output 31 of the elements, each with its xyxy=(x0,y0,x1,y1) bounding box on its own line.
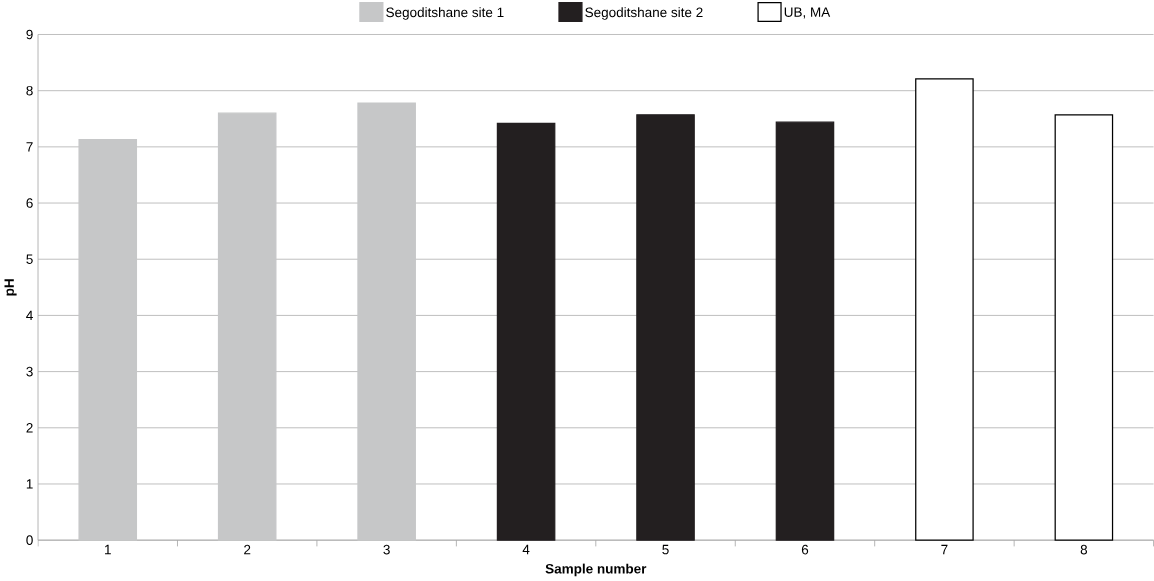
y-tick-label: 1 xyxy=(26,479,33,489)
y-tick-label: 3 xyxy=(26,366,33,377)
y-tick-label: 2 xyxy=(26,423,33,433)
bar xyxy=(636,114,695,541)
x-tick-label: 2 xyxy=(244,545,251,555)
bar xyxy=(775,121,835,541)
y-tick-label: 4 xyxy=(26,310,33,321)
bar xyxy=(1054,114,1114,541)
x-tick-label: 3 xyxy=(383,545,390,555)
y-tick-label: 0 xyxy=(26,535,33,546)
bar xyxy=(357,102,416,541)
legend-label: Segoditshane site 2 xyxy=(585,7,703,20)
bar xyxy=(78,139,138,541)
bar xyxy=(915,78,974,541)
legend-label: Segoditshane site 1 xyxy=(386,7,504,20)
x-tick-label: 5 xyxy=(662,545,669,555)
x-tick-label: 1 xyxy=(105,545,111,555)
x-tick-label: 8 xyxy=(1080,545,1088,555)
x-tick-label: 7 xyxy=(941,545,948,555)
y-axis-title: pH xyxy=(4,279,17,296)
x-tick-label: 4 xyxy=(522,545,530,555)
y-tick-label: 5 xyxy=(26,254,33,265)
bar xyxy=(496,122,556,541)
y-tick-label: 7 xyxy=(26,142,33,152)
y-tick-label: 8 xyxy=(26,86,33,96)
bar xyxy=(217,112,277,541)
y-tick-label: 9 xyxy=(26,29,33,40)
x-tick-label: 6 xyxy=(801,545,809,555)
legend-label: UB, MA xyxy=(784,7,831,19)
y-tick-label: 6 xyxy=(26,198,33,208)
x-axis-title: Sample number xyxy=(545,563,647,577)
